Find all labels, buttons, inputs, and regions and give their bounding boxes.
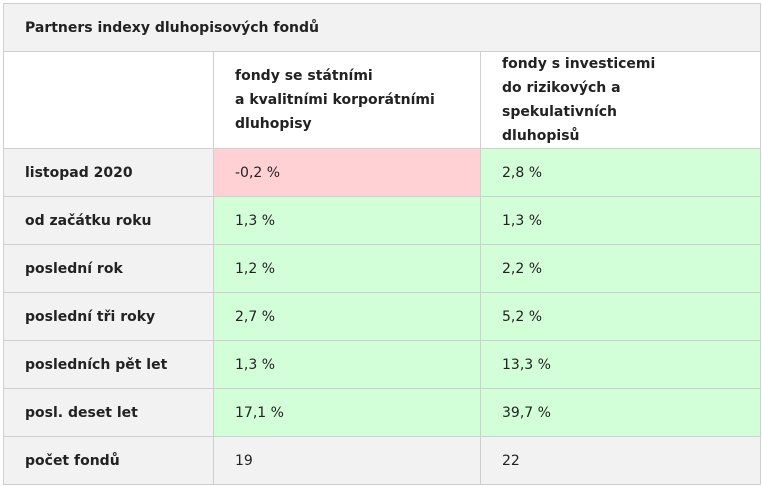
bond-index-table-container: Partners indexy dluhopisových fondů fond…: [2, 3, 762, 485]
value-cell-government-bonds: 1,3 %: [213, 196, 481, 245]
column-header-line: dluhopisy: [235, 116, 312, 132]
table-row: poslední tři roky 2,7 % 5,2 %: [3, 292, 762, 341]
table-row: posledních pět let 1,3 % 13,3 %: [3, 340, 762, 389]
value-cell-risky-bonds: 2,8 %: [479, 148, 762, 197]
value-cell-government-bonds: 1,3 %: [213, 340, 481, 389]
row-label: od začátku roku: [3, 196, 214, 245]
row-label: poslední tři roky: [3, 292, 214, 341]
table-row: počet fondů 19 22: [3, 436, 762, 485]
column-header-line: fondy s investicemi: [502, 56, 656, 72]
value-cell-risky-bonds: 13,3 %: [479, 340, 762, 389]
value-cell-government-bonds: -0,2 %: [213, 148, 481, 197]
value-cell-government-bonds: 17,1 %: [213, 388, 481, 437]
table-title: Partners indexy dluhopisových fondů: [2, 3, 762, 52]
table-row: listopad 2020 -0,2 % 2,8 %: [3, 148, 762, 197]
column-header-line: a kvalitními korporátními: [235, 92, 435, 108]
row-label: počet fondů: [3, 436, 214, 485]
value-cell-government-bonds: 19: [213, 436, 481, 485]
row-label: posl. deset let: [3, 388, 214, 437]
row-label: poslední rok: [3, 244, 214, 293]
column-header-government-bonds: fondy se státními a kvalitními korporátn…: [213, 51, 481, 149]
table-row: od začátku roku 1,3 % 1,3 %: [3, 196, 762, 245]
column-header-risky-bonds: fondy s investicemi do rizikových a spek…: [479, 51, 762, 149]
value-cell-risky-bonds: 5,2 %: [479, 292, 762, 341]
table-caption-row: Partners indexy dluhopisových fondů: [2, 3, 762, 52]
value-cell-risky-bonds: 2,2 %: [479, 244, 762, 293]
value-cell-risky-bonds: 1,3 %: [479, 196, 762, 245]
table-header-row: fondy se státními a kvalitními korporátn…: [3, 51, 762, 149]
value-cell-government-bonds: 2,7 %: [213, 292, 481, 341]
row-label: listopad 2020: [3, 148, 214, 197]
header-empty-cell: [3, 51, 214, 149]
value-cell-risky-bonds: 22: [479, 436, 762, 485]
row-label: posledních pět let: [3, 340, 214, 389]
value-cell-government-bonds: 1,2 %: [213, 244, 481, 293]
table-row: poslední rok 1,2 % 2,2 %: [3, 244, 762, 293]
value-cell-risky-bonds: 39,7 %: [479, 388, 762, 437]
column-header-line: fondy se státními: [235, 68, 373, 84]
column-header-line: do rizikových a spekulativních: [502, 80, 621, 120]
table-row: posl. deset let 17,1 % 39,7 %: [3, 388, 762, 437]
table-body: listopad 2020 -0,2 % 2,8 % od začátku roku 1…: [3, 148, 762, 485]
bond-index-table: Partners indexy dluhopisových fondů fond…: [2, 3, 762, 485]
column-header-line: dluhopisů: [502, 128, 580, 144]
